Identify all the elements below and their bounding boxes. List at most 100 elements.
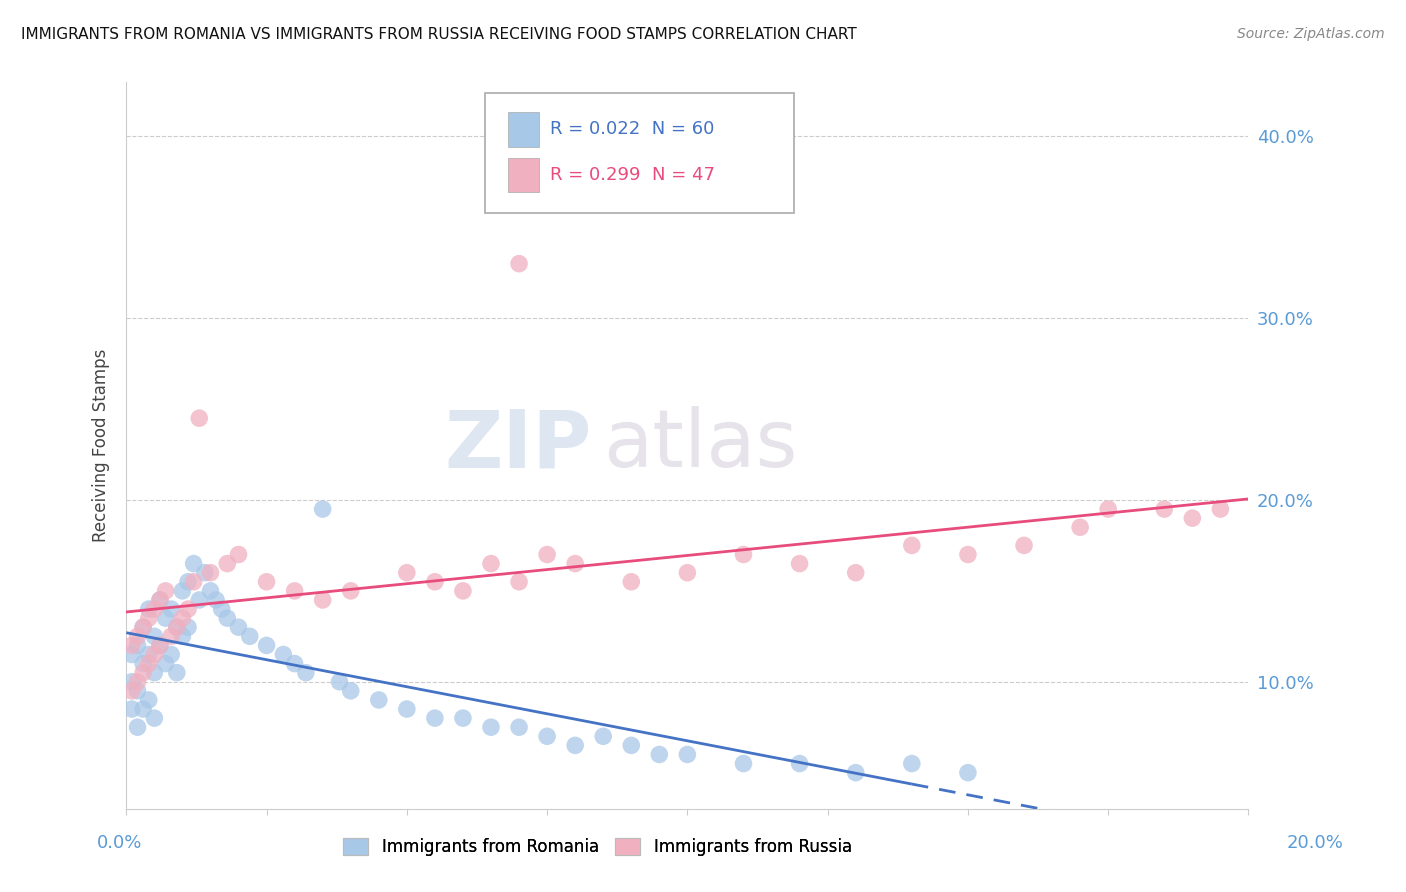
Point	[127, 674, 149, 689]
Point	[177, 602, 200, 616]
Point	[956, 548, 979, 562]
Point	[143, 648, 166, 662]
Point	[121, 674, 143, 689]
Point	[1181, 511, 1204, 525]
Point	[1097, 502, 1119, 516]
Point	[536, 729, 558, 743]
Point	[188, 411, 211, 425]
Point	[217, 557, 239, 571]
Point	[155, 657, 177, 671]
Point	[172, 611, 194, 625]
Point	[395, 702, 418, 716]
Point	[132, 620, 155, 634]
Text: ZIP: ZIP	[444, 407, 592, 484]
Point	[620, 739, 643, 753]
Point	[183, 557, 205, 571]
Point	[479, 557, 502, 571]
Point	[479, 720, 502, 734]
Point	[127, 720, 149, 734]
Point	[451, 711, 474, 725]
Bar	[508, 158, 540, 193]
Point	[177, 620, 200, 634]
Point	[1012, 538, 1035, 552]
Point	[138, 693, 160, 707]
Point	[160, 629, 183, 643]
Point	[188, 593, 211, 607]
Point	[138, 648, 160, 662]
Point	[423, 711, 446, 725]
Y-axis label: Receiving Food Stamps: Receiving Food Stamps	[93, 349, 110, 542]
Point	[138, 657, 160, 671]
Point	[121, 639, 143, 653]
Point	[339, 583, 361, 598]
Point	[177, 574, 200, 589]
Point	[367, 693, 389, 707]
Point	[132, 702, 155, 716]
Point	[149, 593, 172, 607]
FancyBboxPatch shape	[485, 93, 794, 213]
Point	[508, 257, 530, 271]
Point	[256, 639, 278, 653]
Point	[648, 747, 671, 762]
Point	[121, 648, 143, 662]
Point	[166, 620, 188, 634]
Legend: Immigrants from Romania, Immigrants from Russia: Immigrants from Romania, Immigrants from…	[336, 831, 859, 863]
Point	[166, 665, 188, 680]
Point	[284, 583, 307, 598]
Point	[676, 566, 699, 580]
Point	[228, 620, 250, 634]
Point	[155, 611, 177, 625]
Text: R = 0.299  N = 47: R = 0.299 N = 47	[551, 166, 716, 184]
Text: IMMIGRANTS FROM ROMANIA VS IMMIGRANTS FROM RUSSIA RECEIVING FOOD STAMPS CORRELAT: IMMIGRANTS FROM ROMANIA VS IMMIGRANTS FR…	[21, 27, 856, 42]
Point	[564, 557, 586, 571]
Bar	[508, 112, 540, 147]
Point	[423, 574, 446, 589]
Point	[127, 683, 149, 698]
Point	[160, 602, 183, 616]
Point	[183, 574, 205, 589]
Point	[155, 583, 177, 598]
Point	[239, 629, 262, 643]
Point	[536, 548, 558, 562]
Point	[200, 566, 222, 580]
Point	[1069, 520, 1091, 534]
Text: 0.0%: 0.0%	[97, 834, 142, 852]
Point	[451, 583, 474, 598]
Point	[132, 620, 155, 634]
Point	[508, 574, 530, 589]
Point	[295, 665, 318, 680]
Point	[901, 538, 924, 552]
Point	[312, 593, 335, 607]
Point	[149, 639, 172, 653]
Point	[228, 548, 250, 562]
Point	[143, 711, 166, 725]
Text: R = 0.022  N = 60: R = 0.022 N = 60	[551, 120, 714, 138]
Point	[845, 566, 868, 580]
Point	[328, 674, 350, 689]
Point	[143, 629, 166, 643]
Point	[138, 611, 160, 625]
Point	[676, 747, 699, 762]
Point	[132, 657, 155, 671]
Point	[121, 702, 143, 716]
Point	[273, 648, 295, 662]
Point	[564, 739, 586, 753]
Point	[200, 583, 222, 598]
Point	[395, 566, 418, 580]
Text: 20.0%: 20.0%	[1286, 834, 1343, 852]
Point	[733, 548, 755, 562]
Point	[1153, 502, 1175, 516]
Point	[205, 593, 228, 607]
Point	[217, 611, 239, 625]
Point	[284, 657, 307, 671]
Point	[121, 683, 143, 698]
Point	[127, 639, 149, 653]
Point	[149, 593, 172, 607]
Point	[956, 765, 979, 780]
Point	[166, 620, 188, 634]
Point	[194, 566, 217, 580]
Point	[256, 574, 278, 589]
Point	[508, 720, 530, 734]
Text: atlas: atlas	[603, 407, 797, 484]
Point	[149, 639, 172, 653]
